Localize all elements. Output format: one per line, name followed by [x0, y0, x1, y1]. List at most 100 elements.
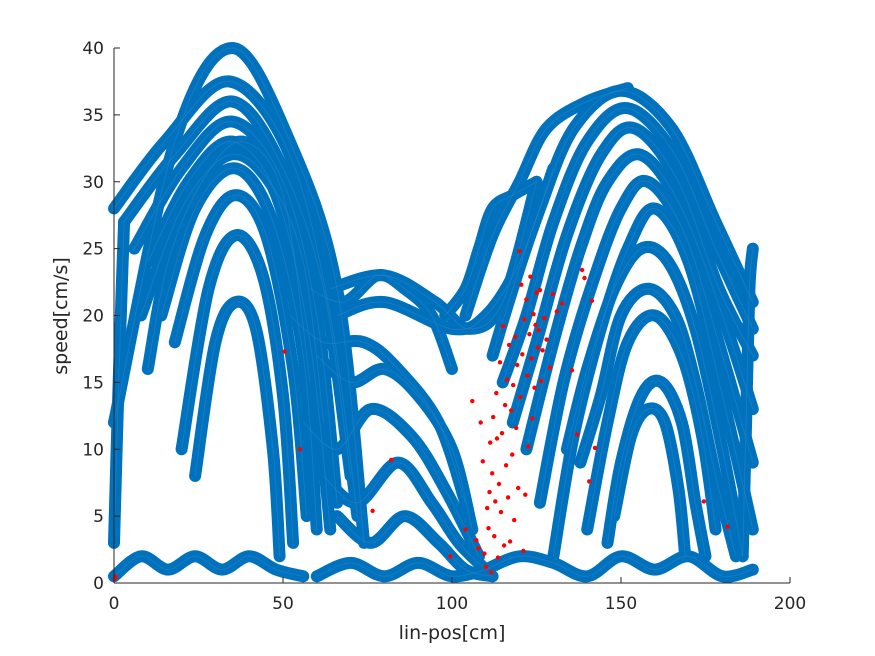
- trajectory-arc: [736, 242, 759, 563]
- trajectory-arc: [155, 162, 323, 536]
- trajectory-arc-edge: [586, 314, 717, 530]
- trajectory-arc: [168, 189, 313, 523]
- trajectory-arc: [189, 295, 286, 563]
- trajectory-series: [108, 42, 759, 583]
- event-point: [560, 301, 565, 306]
- event-point: [529, 356, 534, 361]
- trajectory-arc-edge: [607, 380, 706, 557]
- event-point: [488, 440, 493, 445]
- event-point: [493, 499, 498, 504]
- event-point: [474, 538, 479, 543]
- event-series: [112, 249, 730, 582]
- event-point: [533, 322, 538, 328]
- trajectory-arc: [310, 556, 492, 583]
- y-tick-label: 30: [82, 173, 104, 193]
- trajectory-arc-edge: [539, 180, 754, 503]
- event-point: [554, 309, 559, 314]
- trajectory-arc: [141, 135, 316, 389]
- trajectory-arc-edge: [147, 141, 311, 383]
- trajectory-arc-edge: [160, 167, 318, 530]
- event-point: [502, 402, 508, 408]
- y-tick-label: 5: [93, 507, 104, 527]
- trajectory-arc-edge: [113, 47, 365, 543]
- trajectory-arc-edge: [492, 90, 754, 356]
- trajectory-arc-edge: [613, 407, 686, 557]
- trajectory-arc-edge: [579, 288, 737, 557]
- event-point: [550, 291, 555, 297]
- trajectory-arc-edge: [316, 562, 486, 577]
- y-axis-label: speed[cm/s]: [50, 257, 72, 374]
- trajectory-arc: [108, 215, 131, 549]
- event-point: [448, 554, 453, 559]
- event-point: [297, 447, 303, 452]
- trajectory-arc: [310, 349, 479, 536]
- trajectory-arc-edge: [194, 301, 281, 557]
- event-point: [514, 425, 519, 431]
- x-ticks: 0 50 100 150 200: [109, 577, 806, 614]
- event-point: [520, 352, 525, 357]
- event-point: [526, 444, 531, 449]
- event-point: [569, 368, 575, 373]
- event-point: [370, 508, 375, 513]
- event-point: [482, 551, 487, 556]
- trajectory-arc: [317, 456, 492, 576]
- event-point: [500, 324, 506, 329]
- axes: 0 50 100 150 200 0 5 10 15 20 25 30 35 40 lin-pos[cm…: [50, 39, 806, 644]
- event-point: [532, 385, 537, 390]
- event-point: [510, 452, 515, 457]
- event-point: [525, 373, 530, 378]
- trajectory-arc: [533, 175, 759, 509]
- y-tick-label: 10: [82, 440, 104, 460]
- event-point: [517, 249, 522, 254]
- trajectory-arc-edge: [465, 87, 628, 316]
- event-point: [540, 348, 545, 353]
- trajectory-arc-edge: [140, 153, 325, 423]
- event-point: [516, 485, 521, 491]
- event-point: [501, 543, 507, 548]
- trajectory-arc: [135, 148, 330, 429]
- event-point: [497, 360, 503, 365]
- trajectory-arc-edge: [552, 207, 754, 557]
- event-point: [489, 570, 494, 575]
- trajectory-arc: [574, 282, 742, 563]
- trajectory-arc-edge: [113, 555, 304, 577]
- y-tick-label: 20: [82, 307, 104, 327]
- event-point: [518, 394, 523, 400]
- trajectory-arc-edge: [444, 181, 537, 316]
- event-point: [528, 274, 533, 279]
- y-tick-label: 0: [93, 574, 104, 594]
- trajectory-arc-edge: [123, 100, 352, 477]
- event-point: [476, 546, 481, 551]
- trajectory-arc-edge: [113, 80, 358, 517]
- event-point: [492, 534, 497, 539]
- trajectory-arc-edge: [512, 126, 754, 423]
- trajectory-arc: [496, 102, 759, 389]
- event-point: [530, 416, 535, 421]
- trajectory-arc-edge: [323, 462, 487, 570]
- event-point: [485, 505, 490, 511]
- event-point: [486, 526, 491, 531]
- y-ticks: 0 5 10 15 20 25 30 35 40: [82, 39, 120, 594]
- trajectory-arc-edge: [309, 274, 453, 370]
- trajectory-arc: [560, 240, 749, 563]
- y-tick-label: 25: [82, 240, 104, 260]
- event-point: [537, 287, 543, 293]
- trajectory-arc-edge: [742, 248, 754, 557]
- trajectory-arc: [108, 550, 310, 583]
- x-tick-label: 100: [436, 594, 468, 614]
- event-point: [725, 524, 730, 529]
- x-axis-label: lin-pos[cm]: [399, 622, 506, 644]
- trajectory-arc-edge: [336, 168, 554, 330]
- plot-area: [108, 42, 759, 583]
- trajectory-arc-edge: [330, 181, 537, 330]
- event-point: [487, 489, 492, 495]
- trajectory-arc-edge: [502, 107, 754, 383]
- trajectory-arc-edge: [289, 315, 466, 503]
- event-point: [523, 492, 528, 497]
- trajectory-arc: [297, 403, 485, 563]
- trajectory-arc-edge: [316, 355, 473, 530]
- trajectory-arc: [486, 84, 759, 362]
- event-point: [582, 275, 587, 281]
- trajectory-arc-edge: [525, 153, 754, 450]
- event-point: [507, 539, 513, 544]
